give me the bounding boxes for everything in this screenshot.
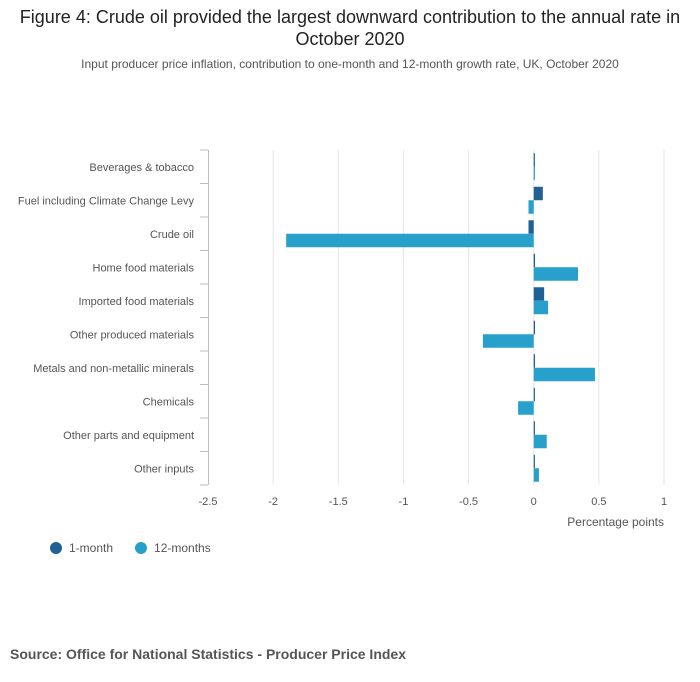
bar-1-month[interactable] — [533, 287, 545, 301]
x-tick-label: 0.5 — [591, 496, 606, 508]
category-labels: Beverages & tobacco Fuel including Climat… — [18, 162, 195, 476]
bar-1-month[interactable] — [533, 153, 535, 167]
bar-12-months[interactable] — [528, 200, 534, 214]
y-axis — [200, 149, 209, 486]
category-label: Fuel including Climate Change Levy — [18, 195, 195, 207]
category-label: Other inputs — [134, 463, 194, 475]
legend-item-1-month[interactable]: 1-month — [50, 541, 113, 555]
bar-1-month[interactable] — [533, 186, 543, 201]
category-label: Metals and non-metallic minerals — [33, 363, 194, 375]
bar-1-month[interactable] — [533, 454, 535, 469]
bar-1-month[interactable] — [528, 220, 534, 234]
legend-label-1-month: 1-month — [69, 541, 114, 555]
bar-12-months[interactable] — [286, 233, 534, 248]
chart-subtitle: Input producer price inflation, contribu… — [81, 57, 619, 71]
legend-label-12-months: 12-months — [154, 541, 211, 555]
category-label: Crude oil — [150, 229, 194, 241]
x-tick-label: -1 — [399, 496, 409, 508]
category-label: Imported food materials — [78, 296, 194, 308]
legend-marker-1-month — [50, 542, 62, 554]
category-label: Chemicals — [143, 396, 195, 408]
x-tick-label: -2 — [268, 496, 278, 508]
bar-12-months[interactable] — [533, 367, 595, 382]
bar-12-months[interactable] — [533, 468, 539, 482]
bar-12-months[interactable] — [533, 300, 549, 315]
x-tick-label: -1.5 — [329, 496, 348, 508]
bar-12-months[interactable] — [533, 267, 579, 281]
x-tick-label: -0.5 — [459, 496, 478, 508]
bar-12-months[interactable] — [533, 434, 547, 449]
x-tick-label: 1 — [661, 496, 667, 508]
bar-12-months[interactable] — [518, 401, 534, 415]
legend-item-12-months[interactable]: 12-months — [135, 541, 211, 555]
gridlines — [272, 150, 665, 485]
bar-12-months[interactable] — [482, 334, 534, 348]
x-tick-label: 0 — [531, 496, 537, 508]
source-note: Source: Office for National Statistics -… — [10, 646, 406, 662]
bar-1-month[interactable] — [533, 253, 536, 268]
bars — [286, 153, 595, 482]
x-tick-label: -2.5 — [199, 496, 218, 508]
x-tick-labels: -2.5 -2 -1.5 -1 -0.5 0 0.5 1 — [199, 496, 668, 508]
chart-title: Figure 4: Crude oil provided the largest… — [19, 7, 681, 49]
category-label: Other parts and equipment — [63, 430, 194, 442]
legend: 1-month 12-months — [50, 541, 233, 555]
bar-1-month[interactable] — [533, 354, 536, 368]
category-label: Other produced materials — [70, 329, 195, 341]
category-label: Beverages & tobacco — [89, 162, 194, 174]
legend-marker-12-months — [135, 542, 148, 554]
bar-1-month[interactable] — [533, 421, 535, 435]
bar-1-month[interactable] — [533, 387, 535, 402]
category-label: Home food materials — [93, 262, 195, 274]
bar-12-months[interactable] — [533, 166, 535, 181]
x-axis-title: Percentage points — [567, 515, 664, 529]
bar-1-month[interactable] — [533, 320, 536, 335]
